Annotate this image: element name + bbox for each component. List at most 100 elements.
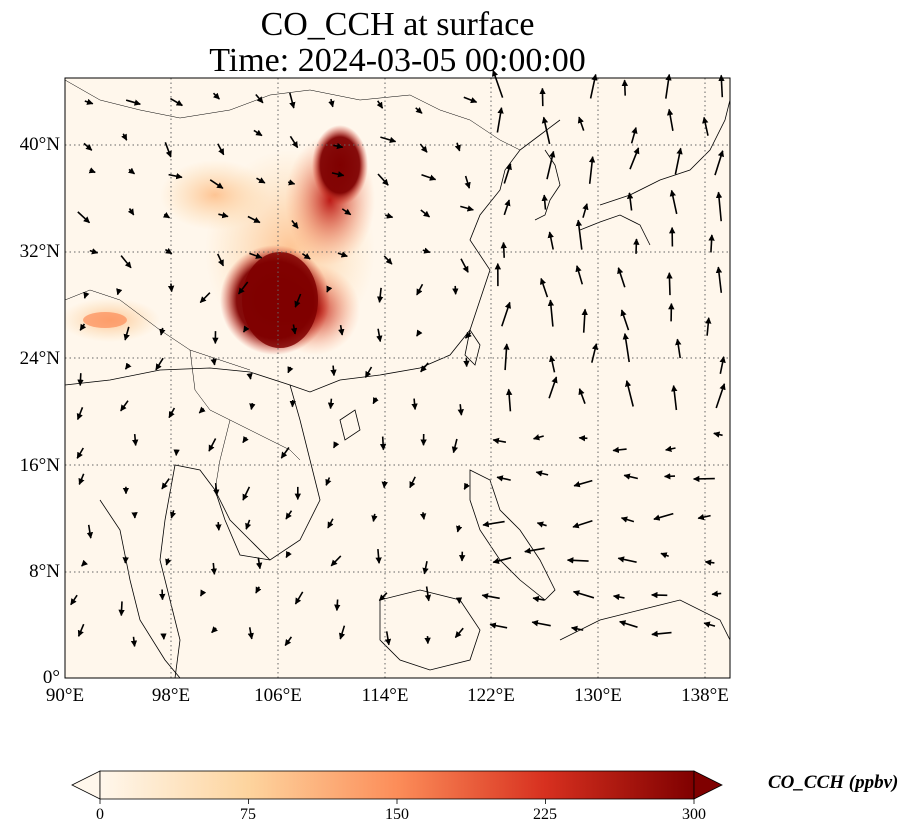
colorbar (71, 770, 723, 804)
wind-arrow (452, 285, 459, 295)
wind-arrow (625, 380, 634, 407)
lon-tick-label: 130°E (574, 685, 622, 706)
wind-arrow (491, 69, 504, 98)
wind-arrow (338, 324, 345, 336)
wind-arrow (549, 355, 556, 373)
wind-arrow (629, 147, 640, 170)
wind-arrow (566, 557, 589, 564)
wind-arrow (572, 590, 595, 599)
lon-tick-label: 98°E (151, 685, 191, 706)
wind-arrow (132, 434, 139, 447)
wind-arrow (660, 552, 669, 559)
wind-arrow (489, 622, 508, 629)
wind-arrow (577, 116, 585, 131)
wind-arrow (118, 601, 125, 617)
wind-arrow (460, 258, 469, 273)
wind-arrow (375, 549, 382, 564)
wind-arrow (409, 476, 416, 489)
wind-arrow (208, 438, 217, 452)
wind-arrow (378, 592, 388, 602)
wind-arrow (334, 599, 341, 612)
colorbar-tick-label: 300 (682, 806, 706, 823)
wind-arrow (216, 253, 225, 267)
wind-arrow (116, 288, 123, 296)
wind-arrow (333, 142, 344, 150)
wind-arrow (249, 252, 263, 259)
lon-tick-label: 106°E (254, 685, 302, 706)
wind-arrow (83, 291, 90, 299)
wind-arrow (578, 434, 588, 442)
wind-arrow (237, 281, 249, 295)
wind-arrow (503, 163, 512, 184)
wind-arrow (327, 398, 335, 410)
lat-tick-label: 24°N (19, 348, 60, 369)
wind-arrow (285, 550, 292, 559)
wind-arrow (704, 559, 715, 566)
wind-arrow (617, 267, 626, 288)
wind-arrow (337, 251, 348, 258)
wind-arrow (547, 299, 555, 327)
wind-arrow (372, 397, 379, 405)
wind-arrow (547, 231, 554, 250)
colorbar-gradient (99, 770, 695, 800)
wind-arrow (666, 108, 674, 131)
wind-arrow (532, 595, 545, 603)
wind-arrow (578, 388, 586, 404)
wind-vectors (70, 69, 726, 648)
wind-arrow (591, 343, 599, 363)
wind-arrow (168, 173, 183, 180)
wind-arrow (164, 247, 173, 255)
wind-arrow (617, 556, 637, 563)
wind-arrow (454, 142, 461, 152)
wind-arrow (255, 93, 264, 104)
wind-arrow (539, 277, 549, 298)
wind-arrow (217, 143, 225, 156)
wind-arrow (675, 338, 682, 359)
wind-arrow (245, 519, 252, 530)
wind-arrow (546, 150, 556, 180)
wind-arrow (492, 556, 512, 564)
wind-arrow (284, 636, 293, 647)
wind-arrow (622, 332, 630, 363)
wind-arrow (711, 590, 722, 597)
wind-arrow (330, 365, 337, 377)
wind-arrow (588, 156, 596, 184)
wind-arrow (415, 107, 423, 114)
wind-arrow (575, 265, 584, 285)
map-subtitle-time: Time: 2024-03-05 00:00:00 (209, 42, 586, 79)
wind-arrow (541, 116, 551, 145)
wind-arrow (198, 406, 206, 414)
colorbar-extend-high (693, 770, 723, 800)
wind-arrow (572, 520, 593, 529)
wind-arrow (653, 512, 674, 521)
wind-arrow (76, 447, 84, 459)
wind-arrow (242, 325, 250, 333)
wind-arrow (715, 266, 723, 293)
wind-arrow (287, 366, 294, 374)
wind-arrow (88, 167, 96, 174)
wind-arrow (170, 510, 177, 519)
wind-arrow (496, 107, 504, 133)
wind-arrow (285, 510, 293, 520)
wind-arrow (247, 215, 261, 224)
wind-arrow (120, 400, 129, 412)
wind-arrow (671, 384, 678, 411)
wind-arrow (165, 558, 172, 566)
wind-arrow (210, 562, 218, 575)
wind-arrow (457, 404, 464, 416)
wind-arrow (463, 96, 478, 104)
wind-arrow (416, 283, 424, 296)
wind-arrow (666, 272, 673, 296)
colorbar-label: CO_CCH (ppbv) (768, 772, 899, 793)
wind-arrow (289, 92, 296, 109)
wind-arrow (213, 483, 220, 496)
wind-arrow (209, 179, 224, 189)
wind-arrow (633, 238, 640, 254)
wind-arrow (713, 431, 723, 438)
wind-arrow (454, 627, 464, 639)
lon-tick-label: 114°E (361, 685, 409, 706)
wind-arrow (419, 143, 428, 153)
wind-arrow (416, 329, 423, 337)
wind-arrow (623, 473, 638, 480)
wind-arrow (301, 253, 311, 260)
